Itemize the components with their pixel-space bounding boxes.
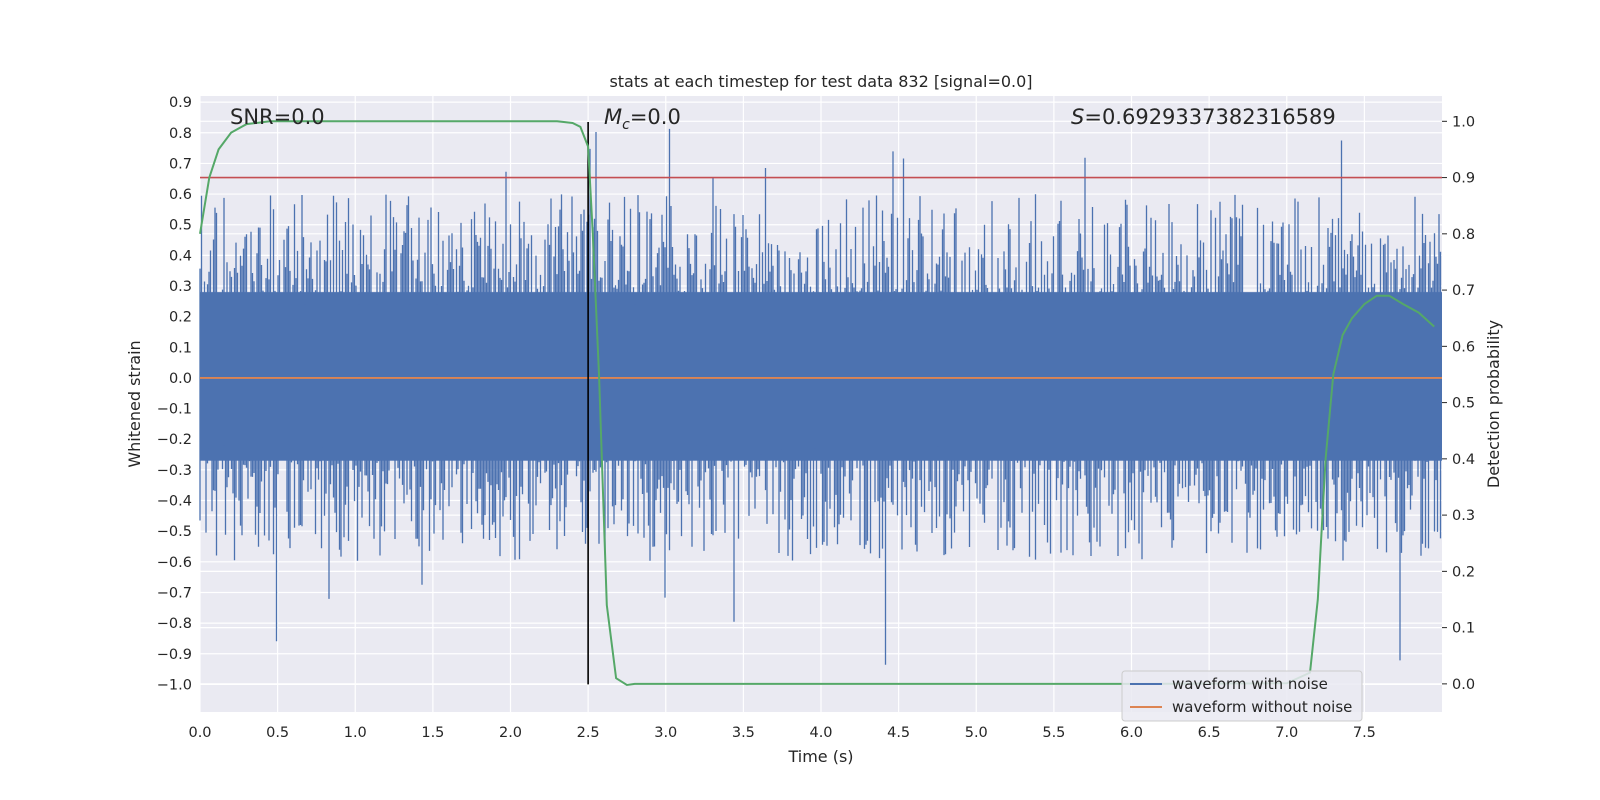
annotation-snr: SNR=0.0 (230, 105, 325, 129)
y-tick-label: 0.7 (169, 156, 192, 172)
annotation-chirp-mass: Mc=0.0 (604, 105, 681, 133)
y-tick-label: −0.8 (157, 616, 192, 632)
y-tick-label: 0.1 (169, 340, 192, 356)
y-tick-label: −0.1 (157, 402, 192, 418)
noise-series-layer (199, 128, 1442, 665)
y2-tick-label: 0.0 (1452, 677, 1475, 693)
y-tick-label: 0.3 (169, 279, 192, 295)
x-tick-label: 1.5 (421, 725, 444, 741)
y-tick-label: 0.2 (169, 310, 192, 326)
y-tick-label: −0.3 (157, 463, 192, 479)
legend-label-noise: waveform with noise (1172, 675, 1328, 693)
legend: waveform with noise waveform without noi… (1121, 670, 1363, 722)
x-tick-label: 7.5 (1353, 725, 1376, 741)
x-tick-label: 1.0 (344, 725, 367, 741)
detection-probability-line (199, 120, 1435, 687)
annotation-score: S=0.6929337382316589 (1071, 105, 1336, 129)
y-tick-label: 0.6 (169, 187, 192, 203)
y2-tick-label: 0.7 (1452, 283, 1475, 299)
y-tick-label: −0.9 (157, 647, 192, 663)
y2-tick-label: 0.3 (1452, 508, 1475, 524)
ticks: 0.0 0.5 1.0 1.5 2.0 2.5 3.0 3.5 4.0 4.5 5.0 5.5 6.0 6… (157, 95, 1475, 741)
x-tick-label: 6.5 (1198, 725, 1221, 741)
x-tick-label: 5.0 (965, 725, 988, 741)
y2-tick-label: 0.8 (1452, 227, 1475, 243)
y2-tick-label: 0.9 (1452, 171, 1475, 187)
x-axis-label: Time (s) (787, 747, 853, 766)
x-tick-label: 6.0 (1120, 725, 1143, 741)
x-tick-label: 0.5 (266, 725, 289, 741)
y-tick-label: 0.9 (169, 95, 192, 111)
y2-tick-label: 1.0 (1452, 114, 1475, 130)
legend-box (1121, 670, 1363, 722)
x-tick-label: 3.5 (732, 725, 755, 741)
y2-tick-label: 0.6 (1452, 339, 1475, 355)
x-tick-label: 5.5 (1042, 725, 1065, 741)
y-tick-label: −1.0 (157, 677, 192, 693)
x-tick-label: 4.0 (809, 725, 832, 741)
y-tick-label: −0.4 (157, 494, 192, 510)
x-tick-label: 3.0 (654, 725, 677, 741)
x-tick-label: 7.0 (1275, 725, 1298, 741)
x-tick-label: 4.5 (887, 725, 910, 741)
y2-tick-label: 0.2 (1452, 564, 1475, 580)
y-tick-label: 0.5 (169, 218, 192, 234)
legend-label-clean: waveform without noise (1172, 698, 1352, 716)
lines-layer (199, 120, 1442, 687)
y-tick-label: −0.2 (157, 432, 192, 448)
y2-tick-label: 0.4 (1452, 452, 1475, 468)
y2-tick-label: 0.5 (1452, 396, 1475, 412)
x-tick-label: 2.5 (577, 725, 600, 741)
y2-axis-label: Detection probability (1484, 320, 1503, 488)
x-tick-label: 2.0 (499, 725, 522, 741)
chart-title: stats at each timestep for test data 832… (609, 72, 1032, 91)
x-tick-label: 0.0 (188, 725, 211, 741)
y-tick-label: −0.5 (157, 524, 192, 540)
y-tick-label: −0.7 (157, 585, 192, 601)
y2-tick-label: 0.1 (1452, 621, 1475, 637)
y-tick-label: −0.6 (157, 555, 192, 571)
y-tick-label: 0.0 (169, 371, 192, 387)
y-axis-label: Whitened strain (125, 340, 144, 467)
y-tick-label: 0.4 (169, 248, 192, 264)
y-tick-label: 0.8 (169, 126, 192, 142)
